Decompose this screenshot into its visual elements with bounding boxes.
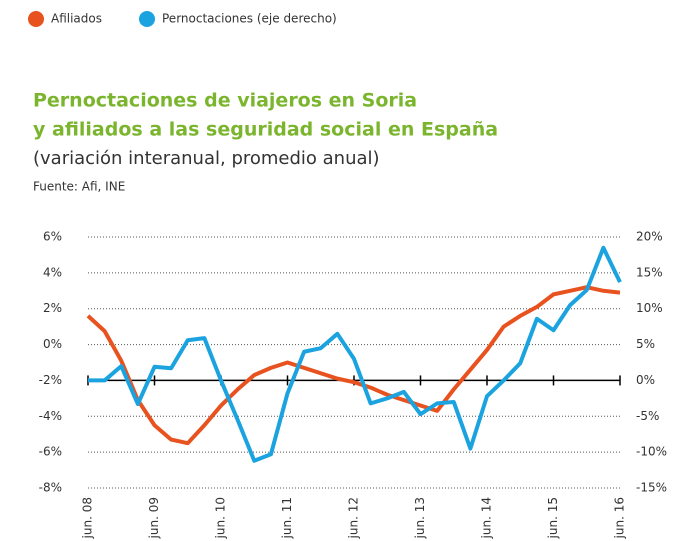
legend-swatch	[28, 11, 44, 27]
y-tick-label: 0%	[43, 337, 62, 351]
series-line	[86, 285, 621, 446]
y-tick-label: -6%	[39, 445, 62, 459]
x-tick-label: jun. 13	[413, 497, 427, 539]
x-tick-label: jun. 09	[147, 497, 161, 539]
y2-tick-label: -15%	[636, 481, 667, 495]
legend-label: Pernoctaciones (eje derecho)	[162, 12, 337, 26]
x-tick-label: jun. 16	[613, 497, 627, 539]
y-tick-label: 4%	[43, 265, 62, 279]
y2-tick-label: -5%	[636, 409, 659, 423]
chart-title: Pernoctaciones de viajeros en Soria	[33, 90, 417, 112]
chart-subtitle: (variación interanual, promedio anual)	[33, 148, 380, 169]
x-tick-label: jun. 12	[347, 497, 361, 539]
y-tick-label: -2%	[39, 373, 62, 387]
x-tick-label: jun. 10	[214, 497, 228, 539]
y-tick-label: 6%	[43, 230, 62, 244]
y2-tick-label: 20%	[636, 230, 663, 244]
x-tick-label: jun. 14	[480, 497, 494, 539]
y2-tick-label: 15%	[636, 265, 663, 279]
y2-tick-label: 5%	[636, 337, 655, 351]
x-tick-label: jun. 11	[280, 497, 294, 539]
x-tick-label: jun. 08	[81, 497, 95, 539]
chart-source: Fuente: Afi, INE	[33, 180, 125, 194]
y-tick-label: -8%	[39, 481, 62, 495]
y2-tick-label: 10%	[636, 301, 663, 315]
y-tick-label: 2%	[43, 301, 62, 315]
legend-label: Afiliados	[51, 12, 102, 26]
y2-tick-label: 0%	[636, 373, 655, 387]
y2-tick-label: -10%	[636, 445, 667, 459]
series-line	[88, 245, 622, 463]
legend-swatch	[139, 11, 155, 27]
chart-title: y afiliados a las seguridad social en Es…	[33, 119, 498, 141]
x-tick-label: jun. 15	[546, 497, 560, 539]
y-tick-label: -4%	[39, 409, 62, 423]
